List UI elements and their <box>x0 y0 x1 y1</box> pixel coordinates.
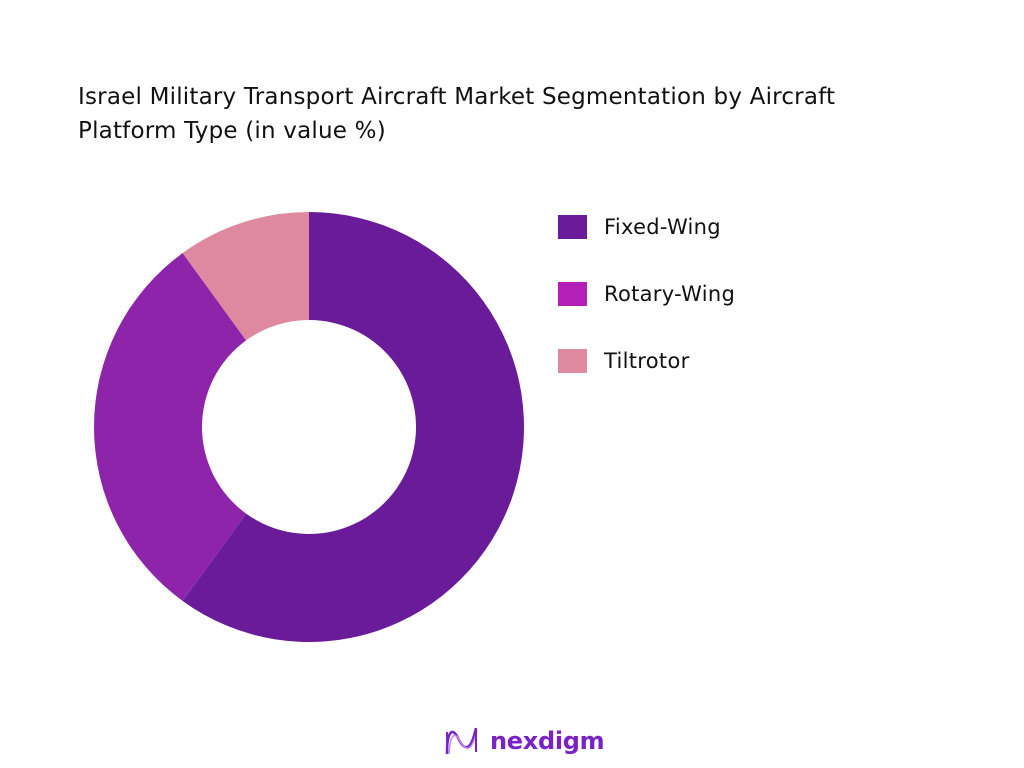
donut-slice-fixed-wing <box>182 212 525 642</box>
legend-item-fixed-wing: Fixed-Wing <box>558 210 735 243</box>
logo-text: nexdigm <box>490 727 605 755</box>
donut-slice-tiltrotor <box>182 212 309 341</box>
legend-label: Rotary-Wing <box>604 281 736 306</box>
legend: Fixed-Wing Rotary-Wing Tiltrotor <box>558 210 735 411</box>
legend-swatch <box>558 348 587 373</box>
legend-label: Tiltrotor <box>604 348 690 373</box>
legend-item-rotary-wing: Rotary-Wing <box>558 277 735 310</box>
wave-logo-icon <box>445 727 478 755</box>
legend-swatch <box>558 214 587 239</box>
legend-item-tiltrotor: Tiltrotor <box>558 344 735 377</box>
legend-swatch <box>558 281 587 306</box>
chart-title: Israel Military Transport Aircraft Marke… <box>78 84 836 144</box>
nexdigm-logo: nexdigm <box>444 724 605 758</box>
donut-slice-rotary-wing <box>93 253 247 601</box>
legend-label: Fixed-Wing <box>604 214 721 239</box>
